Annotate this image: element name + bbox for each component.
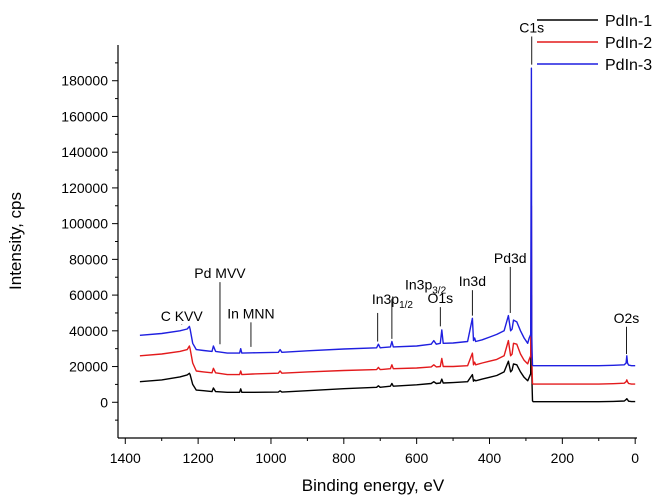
- series-line-pdin-3: [139, 67, 636, 367]
- y-tick-label: 60000: [69, 287, 108, 303]
- x-tick-label: 1000: [255, 450, 286, 466]
- series-line-pdin-2: [139, 205, 636, 385]
- y-tick-label: 100000: [61, 216, 108, 232]
- axes-layer: 1400 1200 1000 800 600 400 200 0020000400006000…: [61, 45, 639, 466]
- x-tick-label: 800: [332, 450, 356, 466]
- legend-label: PdIn-2: [605, 35, 652, 52]
- x-tick-label: 1200: [183, 450, 214, 466]
- x-tick-label: 600: [405, 450, 429, 466]
- series-layer: [139, 67, 636, 403]
- peak-label: In3p1/2: [372, 291, 414, 311]
- peak-label: C KVV: [161, 308, 204, 324]
- x-tick-label: 200: [551, 450, 575, 466]
- x-axis-title: Binding energy, eV: [302, 476, 445, 495]
- x-tick-label: 1400: [110, 450, 141, 466]
- y-tick-label: 160000: [61, 108, 108, 124]
- peak-label: In3p3/2: [405, 277, 447, 297]
- y-axis-title: Intensity, cps: [6, 192, 25, 290]
- annotation-layer: C KVV Pd MVV In MNN O1s In3d Pd3d C1s O2s In3p1/…: [161, 19, 640, 355]
- peak-label: O2s: [614, 310, 640, 326]
- y-tick-label: 40000: [69, 323, 108, 339]
- peak-label: In3d: [459, 273, 486, 289]
- y-tick-label: 80000: [69, 251, 108, 267]
- peak-label: Pd MVV: [194, 265, 246, 281]
- legend-label: PdIn-1: [605, 13, 652, 30]
- peak-label: C1s: [519, 19, 544, 35]
- peak-label: O1s: [427, 290, 453, 306]
- y-tick-label: 120000: [61, 180, 108, 196]
- peak-label: Pd3d: [494, 250, 527, 266]
- x-tick-label: 0: [631, 450, 639, 466]
- y-tick-label: 180000: [61, 73, 108, 89]
- y-tick-label: 0: [100, 394, 108, 410]
- peak-label: In MNN: [227, 305, 274, 321]
- y-tick-label: 20000: [69, 359, 108, 375]
- x-tick-label: 400: [478, 450, 502, 466]
- legend-label: PdIn-3: [605, 57, 652, 74]
- legend: PdIn-1 PdIn-2 PdIn-3: [537, 13, 652, 74]
- y-tick-label: 140000: [61, 144, 108, 160]
- series-line-pdin-1: [139, 294, 636, 403]
